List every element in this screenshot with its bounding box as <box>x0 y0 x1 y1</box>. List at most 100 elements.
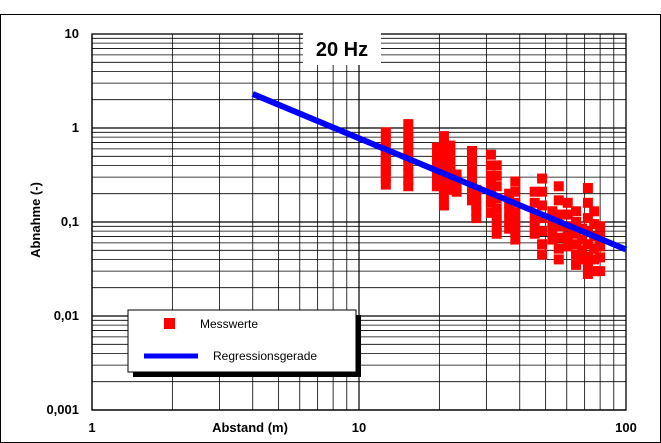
data-point-messwerte <box>537 226 548 237</box>
data-point-messwerte <box>562 241 573 252</box>
top-strip <box>0 0 661 15</box>
data-point-messwerte <box>467 145 478 156</box>
data-point-messwerte <box>467 162 478 173</box>
data-point-messwerte <box>582 197 593 208</box>
y-axis-label: Abnahme (-) <box>28 182 43 258</box>
data-point-messwerte <box>432 181 443 192</box>
data-point-messwerte <box>451 186 462 197</box>
data-point-messwerte <box>451 181 462 192</box>
data-point-messwerte <box>562 231 573 242</box>
data-point-messwerte <box>504 215 515 226</box>
data-point-messwerte <box>485 207 496 218</box>
data-point-messwerte <box>485 170 496 181</box>
data-point-messwerte <box>595 252 606 263</box>
data-point-messwerte <box>510 234 521 245</box>
data-point-messwerte <box>537 249 548 260</box>
data-point-messwerte <box>582 251 593 262</box>
data-point-messwerte <box>504 188 515 199</box>
data-point-messwerte <box>403 160 414 171</box>
data-point-messwerte <box>491 181 502 192</box>
data-point-messwerte <box>403 168 414 179</box>
data-point-messwerte <box>491 203 502 214</box>
x-tick-label: 100 <box>615 420 637 435</box>
data-point-messwerte <box>510 176 521 187</box>
data-point-messwerte <box>491 221 502 232</box>
data-point-messwerte <box>510 186 521 197</box>
data-point-messwerte <box>571 249 582 260</box>
data-point-messwerte <box>571 259 582 270</box>
x-tick-labels: 1 10 100 <box>88 420 636 435</box>
data-point-messwerte <box>571 217 582 227</box>
chart-title: 20 Hz <box>316 39 368 61</box>
y-tick-label: 0,001 <box>46 402 79 417</box>
data-point-messwerte <box>491 170 502 181</box>
data-point-messwerte <box>553 243 564 254</box>
data-point-messwerte <box>553 232 564 243</box>
data-point-messwerte <box>380 127 391 138</box>
data-point-messwerte <box>589 219 600 230</box>
data-point-messwerte <box>432 169 443 180</box>
y-tick-labels: 10 1 0,1 0,01 0,001 <box>46 26 79 417</box>
data-marks <box>251 91 628 279</box>
data-point-messwerte <box>438 190 449 201</box>
data-point-messwerte <box>582 259 593 270</box>
data-point-messwerte <box>438 172 449 183</box>
data-point-messwerte <box>577 234 588 245</box>
data-point-messwerte <box>380 134 391 145</box>
data-point-messwerte <box>403 119 414 130</box>
data-point-messwerte <box>547 234 558 245</box>
data-point-messwerte <box>485 149 496 160</box>
data-point-messwerte <box>582 239 593 250</box>
data-point-messwerte <box>485 179 496 190</box>
legend-label-regression: Regressionsgerade <box>213 349 317 363</box>
data-point-messwerte <box>547 206 558 217</box>
data-point-messwerte <box>562 197 573 208</box>
data-point-messwerte <box>529 197 540 208</box>
legend-marker-messwerte <box>164 318 175 329</box>
data-point-messwerte <box>432 174 443 185</box>
data-point-messwerte <box>510 226 521 237</box>
data-point-messwerte <box>553 181 564 192</box>
data-point-messwerte <box>438 139 449 150</box>
x-axis-label: Abstand (m) <box>212 420 288 435</box>
data-point-messwerte <box>467 154 478 165</box>
data-point-messwerte <box>471 206 482 217</box>
data-point-messwerte <box>577 245 588 256</box>
data-point-messwerte <box>438 200 449 211</box>
data-point-messwerte <box>529 228 540 239</box>
data-point-messwerte <box>589 266 600 277</box>
data-point-messwerte <box>438 162 449 173</box>
data-point-messwerte <box>553 209 564 220</box>
data-point-messwerte <box>582 213 593 224</box>
data-point-messwerte <box>403 139 414 150</box>
data-point-messwerte <box>537 186 548 197</box>
data-point-messwerte <box>380 172 391 183</box>
data-point-messwerte <box>595 221 606 232</box>
data-point-messwerte <box>589 254 600 265</box>
data-point-messwerte <box>571 228 582 239</box>
data-point-messwerte <box>595 241 606 252</box>
data-point-messwerte <box>380 179 391 190</box>
y-tick-label: 0,1 <box>61 214 79 229</box>
data-point-messwerte <box>510 217 521 227</box>
legend: Messwerte Regressionsgerade <box>127 309 361 377</box>
data-point-messwerte <box>537 239 548 250</box>
data-point-messwerte <box>438 181 449 192</box>
x-tick-label: 1 <box>88 420 95 435</box>
data-point-messwerte <box>504 223 515 234</box>
data-point-messwerte <box>529 186 540 197</box>
data-point-messwerte <box>438 131 449 142</box>
data-point-messwerte <box>571 206 582 217</box>
title-box <box>303 31 381 65</box>
data-point-messwerte <box>432 142 443 153</box>
data-point-messwerte <box>445 149 456 160</box>
data-point-messwerte <box>589 206 600 217</box>
data-point-messwerte <box>491 160 502 171</box>
data-point-messwerte <box>547 226 558 237</box>
data-point-messwerte <box>445 184 456 195</box>
data-point-messwerte <box>403 126 414 137</box>
data-point-messwerte <box>582 182 593 193</box>
data-point-messwerte <box>380 167 391 178</box>
data-point-messwerte <box>491 213 502 224</box>
